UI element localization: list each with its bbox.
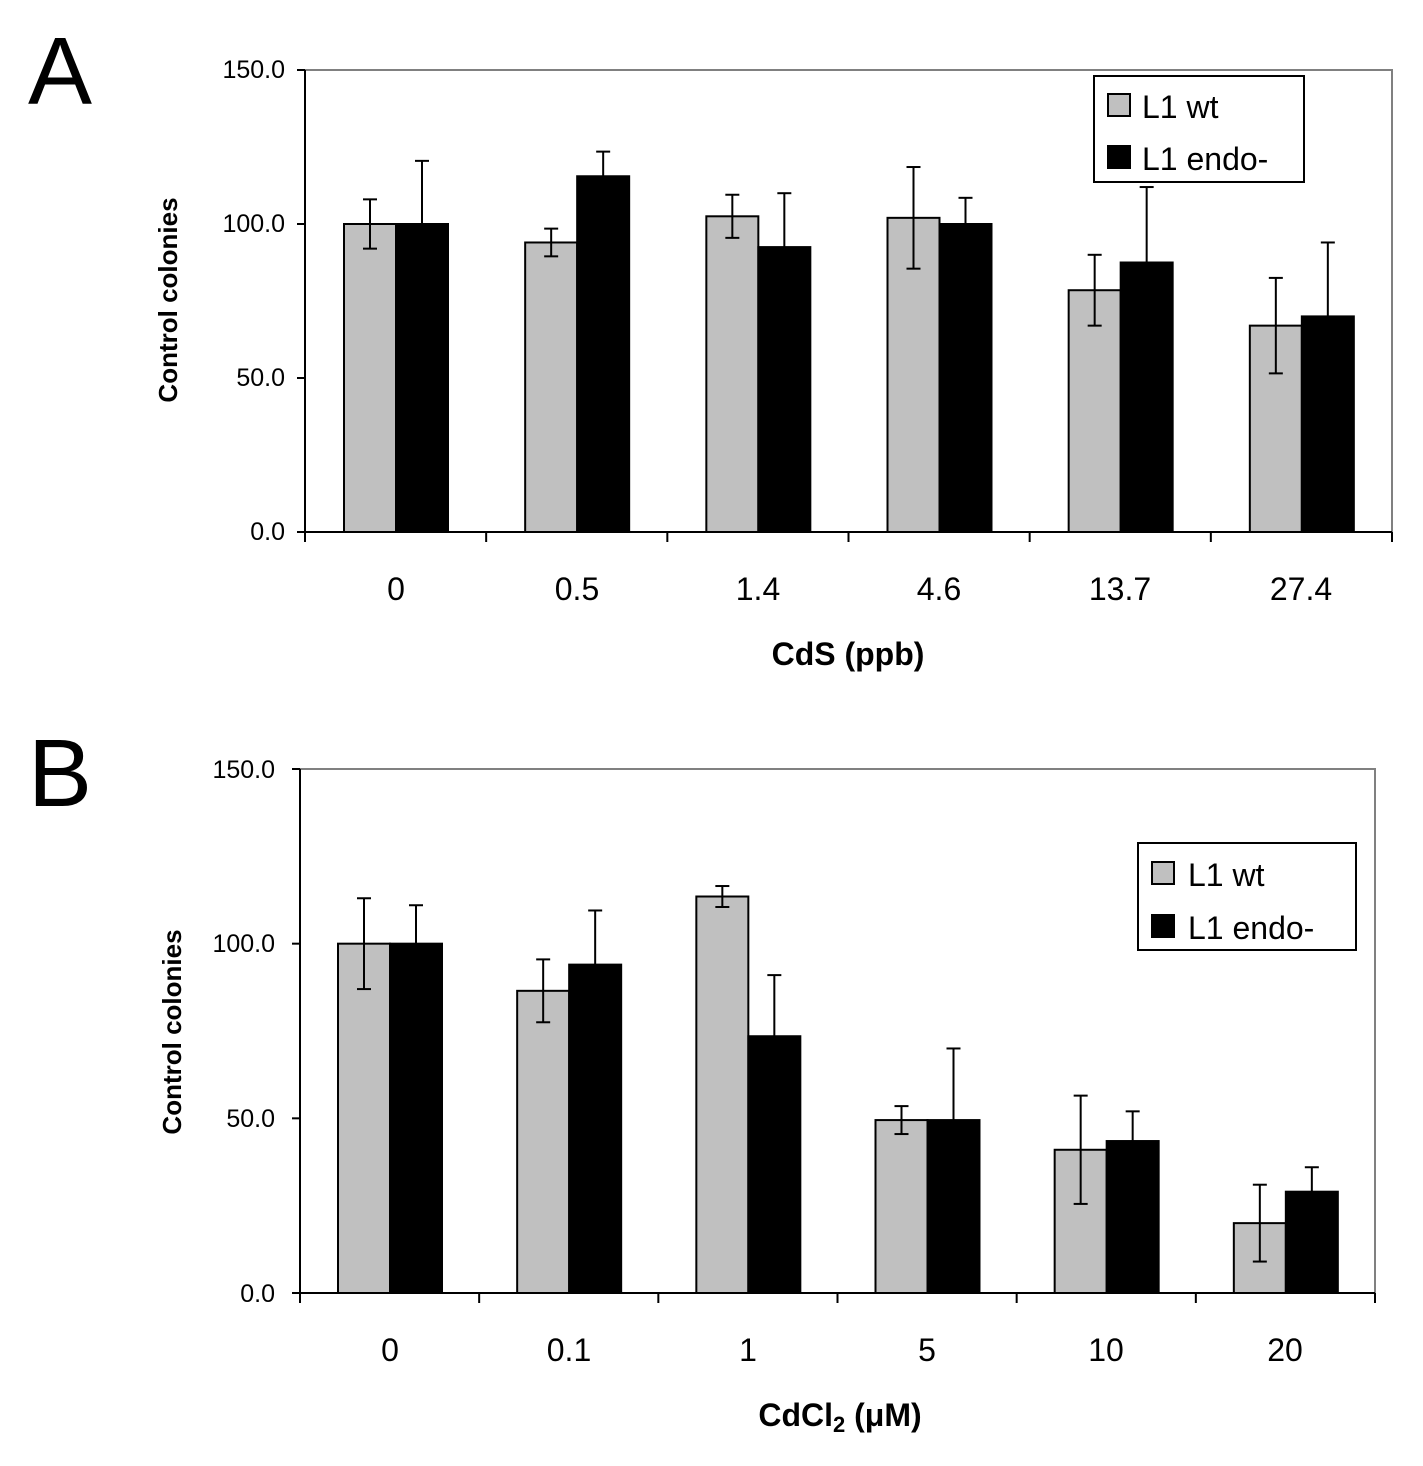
bar-l1-wt-4	[1067, 289, 1122, 533]
x-tick-label: 10	[1088, 1332, 1124, 1368]
legend-b: L1 wt L1 endo-	[1137, 842, 1357, 951]
bar-l1-wt-3	[874, 1119, 929, 1294]
bar-l1-wt-1	[524, 241, 579, 533]
bar-l1-wt-2	[695, 895, 750, 1294]
y-axis-title-a: Control colonies	[153, 197, 183, 402]
y-tick-label: 50.0	[236, 364, 285, 392]
x-tick-labels-b: 0 0.1 1 5 10 20	[381, 1332, 1303, 1368]
y-tick-label: 150.0	[222, 56, 285, 84]
axes-b	[292, 768, 1376, 1303]
bars-b	[337, 885, 1339, 1295]
legend-swatch-l1-endo	[1151, 914, 1175, 938]
panel-b: B 0.0 50.0 100.0 150.0 0 0.1 1 5 10 20 C…	[28, 720, 1376, 1437]
bar-l1-endo-3	[938, 223, 993, 533]
y-axis-ticks-b: 0.0 50.0 100.0 150.0	[212, 756, 275, 1308]
x-tick-label: 0.5	[555, 571, 599, 607]
x-tick-label: 0	[387, 571, 405, 607]
x-tick-label: 1.4	[736, 571, 780, 607]
legend-a: L1 wt L1 endo-	[1093, 75, 1305, 183]
legend-swatch-l1-wt	[1151, 861, 1175, 885]
bar-l1-wt-0	[343, 223, 397, 533]
panel-a: A 0.0 50.0 100.0 150.0 0 0.5 1.4 4.6 13.…	[28, 18, 1393, 672]
bar-l1-endo-1	[576, 175, 631, 533]
legend-label-l1-wt: L1 wt	[1142, 89, 1219, 125]
legend-label-l1-wt: L1 wt	[1188, 857, 1265, 893]
legend-label-l1-endo: L1 endo-	[1188, 910, 1314, 946]
panel-label-a: A	[28, 18, 92, 125]
y-tick-label: 50.0	[226, 1105, 275, 1133]
panel-label-b: B	[28, 720, 92, 827]
x-tick-label: 5	[918, 1332, 936, 1368]
x-tick-label: 27.4	[1270, 571, 1332, 607]
y-tick-label: 0.0	[250, 518, 285, 546]
x-axis-title-b: CdCl2 (μM)	[758, 1397, 921, 1437]
y-axis-ticks-a: 0.0 50.0 100.0 150.0	[222, 56, 285, 546]
x-tick-label: 0.1	[547, 1332, 591, 1368]
x-tick-labels-a: 0 0.5 1.4 4.6 13.7 27.4	[387, 571, 1332, 607]
y-axis-title-b: Control colonies	[157, 929, 187, 1134]
y-tick-label: 100.0	[212, 930, 275, 958]
x-tick-label: 13.7	[1089, 571, 1151, 607]
x-axis-title-a: CdS (ppb)	[772, 636, 925, 672]
legend-label-l1-endo: L1 endo-	[1142, 141, 1268, 177]
y-tick-label: 150.0	[212, 756, 275, 784]
bar-l1-endo-0	[389, 942, 443, 1295]
x-tick-label: 0	[381, 1332, 399, 1368]
bar-l1-wt-1	[516, 989, 571, 1294]
legend-swatch-l1-endo	[1107, 145, 1131, 169]
axes-a	[297, 69, 1393, 542]
x-tick-label: 20	[1267, 1332, 1303, 1368]
x-tick-label: 1	[739, 1332, 757, 1368]
legend-swatch-l1-wt	[1107, 93, 1131, 117]
bar-l1-wt-2	[705, 215, 760, 534]
bar-l1-wt-0	[337, 942, 391, 1295]
y-tick-label: 100.0	[222, 210, 285, 238]
x-tick-label: 4.6	[917, 571, 961, 607]
y-tick-label: 0.0	[240, 1280, 275, 1308]
bars-a	[343, 150, 1355, 534]
